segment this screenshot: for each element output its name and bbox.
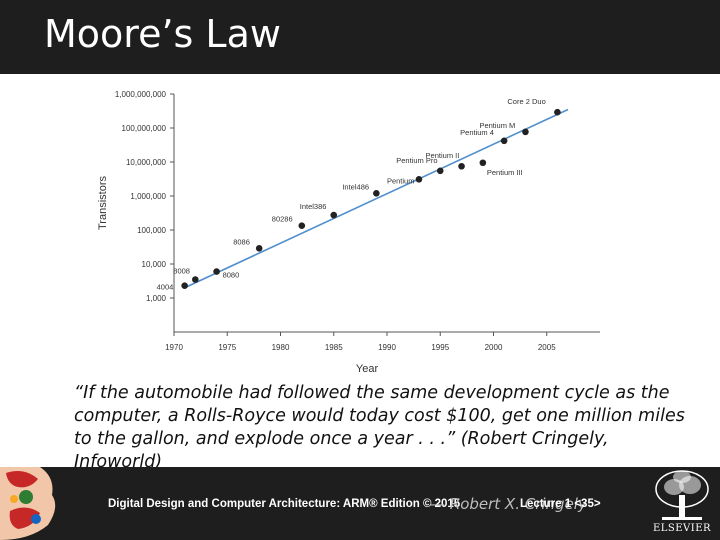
- data-point: [522, 128, 529, 136]
- x-tick-label: 2000: [485, 343, 503, 352]
- publisher-logo: ELSEVIER: [644, 467, 720, 540]
- y-tick-label: 100,000,000: [122, 124, 167, 133]
- quote-line: to the gallon, and explode once a year .…: [74, 429, 609, 449]
- y-tick-label: 10,000,000: [126, 158, 167, 167]
- data-point-label: Core 2 Duo: [507, 97, 545, 106]
- y-tick-label: 10,000: [142, 260, 167, 269]
- x-tick-label: 1980: [272, 343, 290, 352]
- slide-title: Moore’s Law: [44, 12, 281, 56]
- data-point: [458, 162, 465, 170]
- quote-block: “If the automobile had followed the same…: [74, 382, 704, 474]
- y-axis-label: Transistors: [97, 176, 109, 230]
- data-point: [500, 137, 508, 145]
- x-tick-label: 2005: [538, 343, 556, 352]
- chart-points: [181, 108, 561, 290]
- x-axis-label: Year: [356, 363, 379, 375]
- data-point: [213, 268, 220, 275]
- data-point: [554, 108, 561, 116]
- chart-labels: 4004 8008 8080 8086 80286 Intel386 Intel486 Pen…: [157, 97, 546, 291]
- trend-line: [184, 108, 569, 289]
- data-point: [192, 276, 199, 283]
- elsevier-tree-icon: [655, 470, 709, 520]
- chart-axes: 1,000 10,000 100,000 1,000,000 10,000,000 100…: [97, 90, 600, 375]
- x-tick-label: 1990: [378, 343, 396, 352]
- data-point-label: Pentium II: [426, 151, 460, 160]
- data-point: [255, 244, 263, 252]
- footer-lecture-label: Lecture 1 <35>: [520, 498, 601, 510]
- data-point-label: Pentium 4: [460, 128, 494, 137]
- data-point-label: 8080: [223, 271, 240, 280]
- x-tick-label: 1985: [325, 343, 343, 352]
- data-point: [415, 175, 423, 183]
- y-tick-label: 1,000,000,000: [115, 90, 167, 99]
- y-tick-label: 100,000: [137, 226, 166, 235]
- data-point: [181, 282, 188, 290]
- data-point: [436, 167, 444, 175]
- data-point-label: Pentium M: [479, 121, 515, 130]
- y-tick-label: 1,000,000: [130, 192, 166, 201]
- title-bar: Moore’s Law: [0, 0, 720, 74]
- data-point-label: Intel486: [342, 182, 369, 191]
- data-point-label: Pentium Pro: [396, 156, 437, 165]
- footer-course-label: Digital Design and Computer Architecture…: [108, 498, 461, 510]
- data-point-label: 8086: [233, 237, 250, 246]
- data-point: [298, 222, 306, 229]
- x-tick-label: 1970: [165, 343, 183, 352]
- data-point: [479, 159, 487, 167]
- quote-line: “If the automobile had followed the same…: [74, 383, 670, 403]
- chart-trend: [184, 108, 569, 289]
- quote-overflow-text: — Robert X. Cringely: [430, 495, 587, 513]
- x-tick-label: 1975: [218, 343, 236, 352]
- publisher-name: ELSEVIER: [652, 523, 712, 534]
- data-point-label: 4004: [157, 283, 174, 292]
- y-tick-label: 1,000: [146, 294, 167, 303]
- x-tick-label: 1995: [431, 343, 449, 352]
- data-point: [330, 211, 338, 219]
- moores-law-chart: 1,000 10,000 100,000 1,000,000 10,000,000 100…: [97, 90, 600, 375]
- quote-line: computer, a Rolls-Royce would today cost…: [74, 406, 685, 426]
- data-point: [373, 190, 380, 197]
- data-point-label: Pentium III: [487, 168, 523, 177]
- mascot-arm-icon: [0, 467, 56, 540]
- data-point-label: Pentium: [387, 176, 415, 185]
- footer-bar: Digital Design and Computer Architecture…: [0, 467, 720, 540]
- data-point-label: 8008: [173, 267, 190, 276]
- data-point-label: 80286: [272, 215, 293, 224]
- data-point-label: Intel386: [300, 202, 327, 211]
